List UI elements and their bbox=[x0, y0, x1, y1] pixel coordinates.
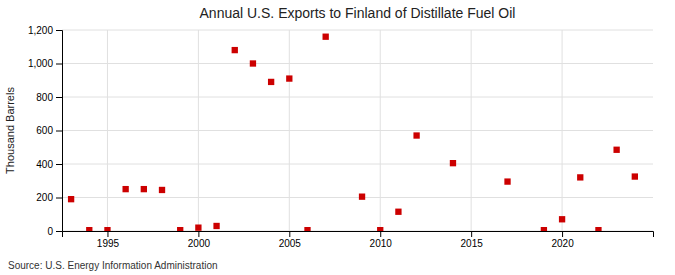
point bbox=[68, 196, 74, 202]
x-tick: 2015 bbox=[461, 231, 484, 249]
annotation: Source: U.S. Energy Information Administ… bbox=[8, 260, 218, 271]
grid-line-y bbox=[62, 197, 653, 198]
x-tick: 2005 bbox=[279, 231, 302, 249]
y-tick-mark bbox=[56, 30, 62, 31]
x-axis-line bbox=[63, 232, 654, 238]
x-tick: 2000 bbox=[188, 231, 211, 249]
point bbox=[304, 227, 310, 231]
point bbox=[359, 194, 365, 200]
point bbox=[377, 227, 383, 231]
point bbox=[213, 223, 219, 229]
point bbox=[395, 209, 401, 215]
y-tick-mark bbox=[56, 64, 62, 65]
y-tick: 0 bbox=[47, 226, 62, 237]
x-tick: 2020 bbox=[551, 231, 574, 249]
y-axis-line bbox=[56, 31, 63, 232]
x-tick-mark bbox=[289, 231, 290, 237]
x-tick: 2010 bbox=[370, 231, 393, 249]
x-tick-mark bbox=[380, 231, 381, 237]
y-tick-label: 1,000 bbox=[28, 58, 53, 69]
grid-line-y bbox=[62, 164, 653, 165]
point bbox=[504, 178, 510, 184]
x-tick-label: 2005 bbox=[279, 238, 302, 249]
point bbox=[323, 34, 329, 40]
y-tick-label: 600 bbox=[36, 125, 53, 136]
x-axis: 1995 2000 2005 2010 2015 2020 bbox=[63, 231, 654, 249]
grid-line-x bbox=[471, 30, 472, 231]
point bbox=[286, 75, 292, 81]
y-tick: 1,000 bbox=[28, 58, 62, 69]
grid-line-x bbox=[198, 30, 199, 231]
x-tick-label: 2010 bbox=[370, 238, 393, 249]
y-tick-label: 400 bbox=[36, 159, 53, 170]
point bbox=[159, 187, 165, 193]
x-tick-mark bbox=[471, 231, 472, 237]
y-axis: 0 200 400 600 800 1,000 1,200 bbox=[28, 25, 63, 237]
y-tick-mark bbox=[56, 164, 62, 165]
point bbox=[577, 174, 583, 180]
x-tick-label: 2015 bbox=[461, 238, 484, 249]
point bbox=[250, 60, 256, 66]
y-tick-mark bbox=[56, 231, 62, 232]
point bbox=[613, 147, 619, 153]
point bbox=[141, 186, 147, 192]
grid-line-x bbox=[107, 30, 108, 231]
grid-line-x bbox=[562, 30, 563, 231]
x-tick-label: 1995 bbox=[97, 238, 120, 249]
chart: 1995 2000 2005 2010 2015 2020 0 200 400 600 800 1,0… bbox=[0, 0, 675, 275]
y-axis-title: Thousand Barrels bbox=[4, 87, 16, 174]
grid-line-y bbox=[62, 30, 653, 31]
x-tick-label: 2020 bbox=[551, 238, 574, 249]
y-tick-label: 800 bbox=[36, 92, 53, 103]
y-tick: 1,200 bbox=[28, 25, 62, 36]
x-tick-mark bbox=[107, 231, 108, 237]
y-tick-label: 200 bbox=[36, 192, 53, 203]
y-tick-mark bbox=[56, 97, 62, 98]
point bbox=[595, 227, 601, 231]
y-tick: 400 bbox=[36, 159, 62, 170]
grid bbox=[62, 30, 653, 231]
point bbox=[632, 173, 638, 179]
x-tick-mark bbox=[562, 231, 563, 237]
grid-line-x bbox=[380, 30, 381, 231]
points bbox=[68, 34, 638, 231]
point bbox=[541, 227, 547, 231]
point bbox=[268, 79, 274, 85]
point bbox=[559, 216, 565, 222]
y-tick-label: 0 bbox=[47, 226, 53, 237]
point bbox=[177, 227, 183, 231]
y-tick-mark bbox=[56, 131, 62, 132]
y-tick-mark bbox=[56, 198, 62, 199]
grid-line-y bbox=[62, 130, 653, 131]
grid-line-y bbox=[62, 63, 653, 64]
y-tick: 200 bbox=[36, 192, 62, 203]
point bbox=[195, 224, 201, 230]
grid-line-x bbox=[289, 30, 290, 231]
y-tick: 800 bbox=[36, 92, 62, 103]
x-tick-mark bbox=[198, 231, 199, 237]
point bbox=[104, 227, 110, 231]
point bbox=[86, 227, 92, 231]
x-tick-label: 2000 bbox=[188, 238, 211, 249]
point bbox=[413, 132, 419, 138]
x-tick: 1995 bbox=[97, 231, 120, 249]
point bbox=[122, 186, 128, 192]
point bbox=[450, 160, 456, 166]
grid-line-y bbox=[62, 97, 653, 98]
y-tick: 600 bbox=[36, 125, 62, 136]
y-tick-label: 1,200 bbox=[28, 25, 53, 36]
title: Annual U.S. Exports to Finland of Distil… bbox=[200, 5, 516, 21]
point bbox=[232, 47, 238, 53]
plot-area: 1995 2000 2005 2010 2015 2020 0 200 400 600 800 1,0… bbox=[28, 25, 654, 249]
